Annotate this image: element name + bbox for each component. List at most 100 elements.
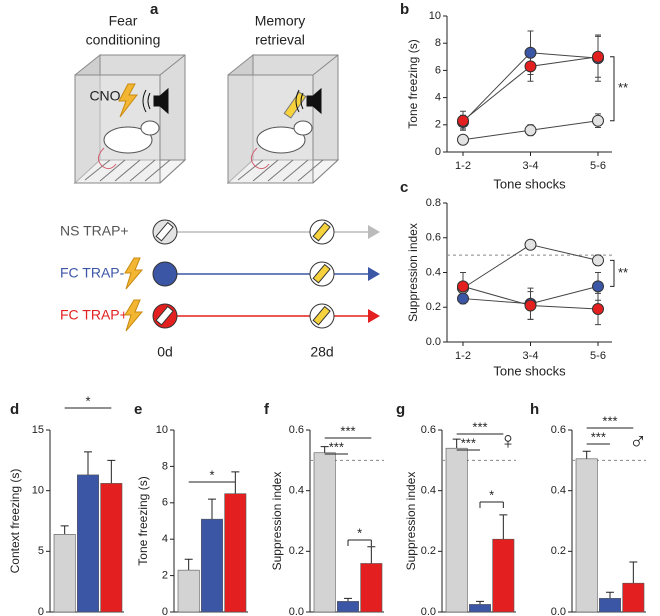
data-point (524, 124, 537, 137)
error-bar (452, 438, 461, 449)
bar (360, 563, 383, 613)
timepoint: 28d (310, 344, 333, 360)
y-tick-label: 0.0 (426, 336, 441, 348)
y-tick-label: 0.4 (426, 266, 441, 278)
significance-bracket (610, 56, 615, 122)
y-tick-label: 0.6 (426, 232, 441, 244)
y-tick-label: 0.6 (289, 424, 304, 436)
chamber (73, 53, 187, 185)
y-tick-label: 8 (435, 37, 441, 49)
bar (599, 598, 621, 613)
significance-label: *** (602, 413, 617, 428)
x-tick-label: 1-2 (455, 350, 471, 362)
panel-letter: a (150, 1, 159, 18)
error-bar (184, 558, 193, 571)
significance-label: ** (618, 80, 628, 95)
bar (337, 601, 359, 613)
x-tick-label: 5-6 (590, 160, 606, 172)
timepoint: 0d (157, 344, 173, 360)
data-point (524, 60, 537, 73)
bar (575, 458, 598, 613)
bar (77, 474, 99, 613)
panel-letter: e (134, 401, 142, 418)
arrow-head (368, 225, 380, 239)
y-tick-label: 0 (435, 146, 441, 158)
error-bar (208, 498, 216, 520)
y-tick-label: 2 (162, 570, 168, 582)
error-bar (344, 597, 352, 602)
panel-letter: d (10, 401, 19, 418)
error-bar (231, 471, 240, 494)
data-point (592, 254, 604, 267)
significance-label: * (489, 487, 494, 502)
y-tick-label: 0.0 (551, 606, 566, 616)
error-bar (367, 546, 376, 564)
y-tick-label: 0.4 (289, 485, 304, 497)
error-bar (499, 514, 508, 540)
error-bar (606, 591, 614, 599)
x-tick-label: 3-4 (523, 160, 539, 172)
bar (445, 447, 468, 613)
data-point (592, 302, 604, 315)
y-tick-label: 10 (156, 424, 168, 436)
condition-title: Fear (109, 13, 138, 29)
y-tick-label: 0.8 (426, 197, 441, 209)
significance-label: *** (472, 419, 487, 434)
data-point (592, 280, 604, 293)
data-point (457, 280, 469, 293)
y-axis-label: Tone freezing (s) (406, 39, 420, 128)
error-bar (582, 450, 591, 459)
y-tick-label: 2 (435, 119, 441, 131)
significance-bracket (479, 501, 504, 508)
syringe-icon (312, 305, 331, 326)
data-point (524, 46, 537, 59)
panel-letter: b (400, 1, 409, 18)
x-tick-label: 5-6 (590, 350, 606, 362)
y-tick-label: 0.6 (551, 424, 566, 436)
data-point (457, 133, 469, 146)
bar (492, 538, 515, 613)
bar (313, 452, 336, 613)
y-axis-label: Suppression index (270, 472, 284, 571)
data-point (457, 292, 469, 305)
y-tick-label: 0.2 (289, 545, 304, 557)
bar (469, 604, 491, 613)
group-label: FC TRAP- (60, 265, 125, 281)
panel-letter: c (400, 179, 408, 196)
syringe-icon (312, 263, 331, 284)
condition-title: Memory (255, 13, 306, 29)
y-tick-label: 0.2 (421, 545, 436, 557)
y-tick-label: 10 (32, 485, 44, 497)
chamber (226, 53, 340, 185)
arrow-head (368, 309, 380, 323)
y-tick-label: 0.0 (421, 606, 436, 616)
bar (201, 518, 223, 613)
x-tick-label: 1-2 (455, 160, 471, 172)
shock-icon (124, 257, 144, 290)
error-bar (60, 525, 69, 535)
data-point (592, 50, 604, 63)
trap-circle (152, 261, 178, 287)
error-bar (84, 451, 92, 475)
y-tick-label: 8 (162, 460, 168, 472)
condition-title: retrieval (255, 32, 305, 48)
bar (224, 493, 247, 613)
y-tick-label: 4 (162, 533, 168, 545)
shock-icon (124, 299, 144, 332)
y-tick-label: 6 (162, 497, 168, 509)
y-axis-label: Suppression index (406, 223, 420, 322)
bar (177, 569, 200, 613)
data-point (524, 238, 537, 251)
group-label: NS TRAP+ (60, 223, 129, 239)
y-tick-label: 0.0 (289, 606, 304, 616)
significance-label: *** (461, 435, 476, 450)
panel-letter: f (264, 401, 270, 418)
condition-title: conditioning (86, 32, 161, 48)
bar (53, 534, 76, 613)
syringe-icon (155, 305, 174, 326)
y-axis-label: Context freezing (s) (8, 469, 22, 574)
bar (100, 483, 123, 613)
sex-symbol: ♂ (629, 427, 647, 454)
syringe-icon (155, 221, 174, 242)
significance-label: * (85, 393, 90, 408)
